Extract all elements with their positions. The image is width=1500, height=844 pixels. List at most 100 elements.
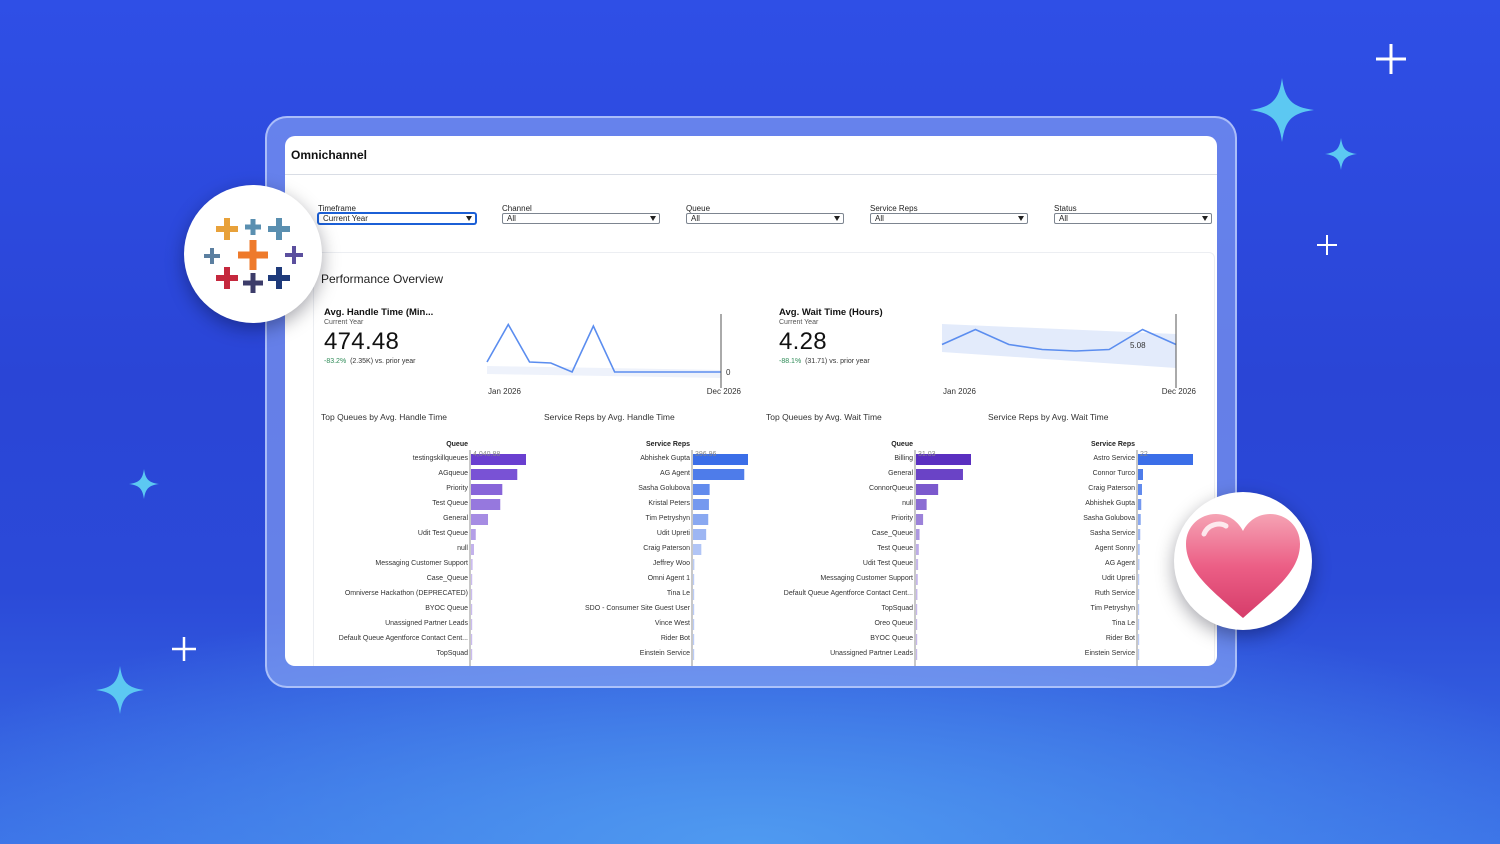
bar[interactable] bbox=[916, 619, 918, 630]
tableau-logo-badge bbox=[184, 185, 322, 323]
category-label: Craig Paterson bbox=[643, 545, 690, 552]
bar[interactable] bbox=[471, 559, 473, 570]
bar[interactable] bbox=[471, 604, 473, 615]
category-label: AGqueue bbox=[438, 470, 468, 477]
tableau-logo-icon bbox=[204, 218, 303, 293]
kpi-delta: -88.1% (31.71) vs. prior year bbox=[779, 358, 883, 365]
bar[interactable] bbox=[693, 589, 695, 600]
bar[interactable] bbox=[916, 484, 939, 495]
bar[interactable] bbox=[471, 529, 476, 540]
category-label: Udit Upreti bbox=[1102, 575, 1136, 582]
category-label: TopSquad bbox=[881, 605, 913, 612]
filter-dropdown[interactable]: All bbox=[1054, 213, 1212, 224]
chevron-down-icon bbox=[1202, 216, 1208, 221]
bar[interactable] bbox=[916, 454, 971, 465]
bar[interactable] bbox=[916, 469, 963, 480]
bar[interactable] bbox=[1138, 544, 1140, 555]
bar[interactable] bbox=[1138, 499, 1142, 510]
category-label: Tim Petryshyn bbox=[646, 515, 691, 522]
bar[interactable] bbox=[471, 544, 474, 555]
category-label: ConnorQueue bbox=[869, 485, 913, 492]
chevron-down-icon bbox=[834, 216, 840, 221]
bar[interactable] bbox=[1138, 574, 1140, 585]
kpi-delta-pct: -83.2% bbox=[324, 358, 347, 365]
bar[interactable] bbox=[471, 619, 473, 630]
category-label: Ruth Service bbox=[1095, 590, 1135, 597]
bar[interactable] bbox=[471, 649, 473, 660]
bar[interactable] bbox=[693, 484, 710, 495]
bar[interactable] bbox=[471, 454, 526, 465]
filter-dropdown[interactable]: Current Year bbox=[318, 213, 476, 224]
bar[interactable] bbox=[693, 574, 695, 585]
bar[interactable] bbox=[693, 559, 695, 570]
filter-channel: Channel All bbox=[502, 204, 660, 224]
bar[interactable] bbox=[693, 619, 695, 630]
filter-service-reps: Service Reps All bbox=[870, 204, 1028, 224]
queues-handle-time-chart: Queue testingskillqueues AGqueue Priority Te… bbox=[339, 441, 526, 666]
filter-status: Status All bbox=[1054, 204, 1212, 224]
category-label: Connor Turco bbox=[1093, 470, 1136, 477]
bar[interactable] bbox=[916, 529, 920, 540]
bar[interactable] bbox=[693, 469, 745, 480]
bar[interactable] bbox=[471, 589, 473, 600]
category-label: Jeffrey Woo bbox=[653, 560, 690, 567]
bar[interactable] bbox=[693, 604, 695, 615]
bar[interactable] bbox=[1138, 589, 1140, 600]
bar[interactable] bbox=[693, 649, 695, 660]
category-label: Omni Agent 1 bbox=[648, 575, 691, 582]
bar[interactable] bbox=[916, 499, 927, 510]
x-axis-end-label: Dec 2026 bbox=[1162, 387, 1197, 396]
bar[interactable] bbox=[916, 574, 918, 585]
bar[interactable] bbox=[693, 529, 707, 540]
bar[interactable] bbox=[916, 559, 919, 570]
bar[interactable] bbox=[916, 544, 919, 555]
bar[interactable] bbox=[693, 634, 695, 645]
bar[interactable] bbox=[1138, 619, 1140, 630]
category-label: Einstein Service bbox=[1085, 650, 1135, 657]
x-axis-end-label: Dec 2026 bbox=[707, 387, 742, 396]
bar[interactable] bbox=[693, 499, 709, 510]
bar[interactable] bbox=[1138, 529, 1141, 540]
reps-wait-time-chart: Service Reps Astro Service Connor Turco Cra… bbox=[1083, 441, 1193, 666]
heart-icon bbox=[1186, 514, 1300, 618]
bar[interactable] bbox=[471, 469, 518, 480]
bar[interactable] bbox=[1138, 514, 1141, 525]
bar[interactable] bbox=[693, 544, 702, 555]
section-title: Performance Overview bbox=[321, 272, 444, 286]
sparkline-series bbox=[941, 328, 1177, 352]
filter-label: Service Reps bbox=[870, 204, 918, 213]
filter-dropdown[interactable]: All bbox=[870, 213, 1028, 224]
bar[interactable] bbox=[1138, 454, 1193, 465]
category-label: Tina Le bbox=[1112, 620, 1135, 627]
filter-dropdown[interactable]: All bbox=[686, 213, 844, 224]
bar[interactable] bbox=[916, 514, 924, 525]
bar[interactable] bbox=[471, 514, 489, 525]
bar[interactable] bbox=[471, 499, 501, 510]
sparkline-end-label: 5.08 bbox=[1130, 341, 1146, 350]
bar[interactable] bbox=[1138, 469, 1143, 480]
bar[interactable] bbox=[471, 574, 473, 585]
category-label: Test Queue bbox=[877, 545, 913, 552]
category-label: Vince West bbox=[655, 620, 690, 627]
bar[interactable] bbox=[916, 604, 918, 615]
bar[interactable] bbox=[1138, 484, 1142, 495]
bar[interactable] bbox=[1138, 604, 1140, 615]
bar[interactable] bbox=[693, 514, 709, 525]
chart-title: Service Reps by Avg. Wait Time bbox=[988, 412, 1109, 422]
handle-time-sparkline: 0 Jan 2026 Dec 2026 bbox=[486, 314, 742, 396]
bar[interactable] bbox=[916, 634, 918, 645]
kpi-value: 474.48 bbox=[324, 328, 400, 355]
bar[interactable] bbox=[693, 454, 748, 465]
bar[interactable] bbox=[471, 634, 473, 645]
x-axis-start-label: Jan 2026 bbox=[943, 387, 976, 396]
bar[interactable] bbox=[1138, 634, 1140, 645]
bar[interactable] bbox=[471, 484, 503, 495]
bar[interactable] bbox=[916, 649, 918, 660]
kpi-delta-pct: -88.1% bbox=[779, 358, 802, 365]
bar[interactable] bbox=[1138, 649, 1140, 660]
sparkle-icon bbox=[96, 666, 144, 714]
category-label: Udit Upreti bbox=[657, 530, 691, 537]
bar[interactable] bbox=[916, 589, 918, 600]
bar[interactable] bbox=[1138, 559, 1140, 570]
filter-dropdown[interactable]: All bbox=[502, 213, 660, 224]
